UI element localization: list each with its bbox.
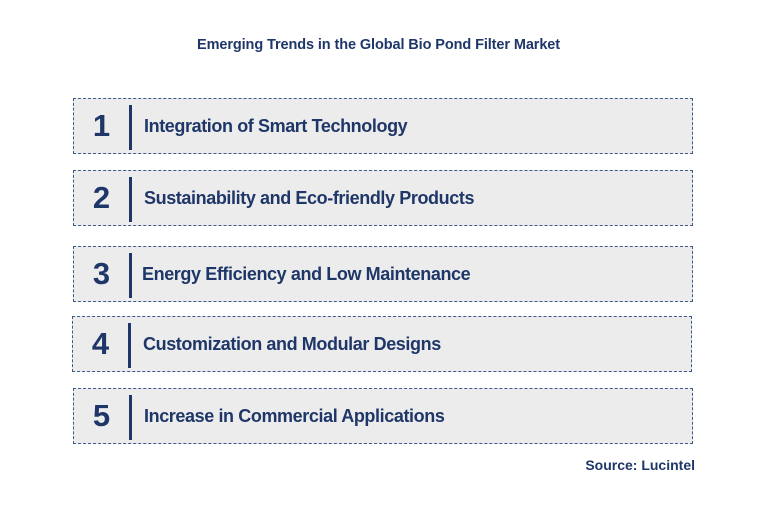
trend-divider <box>129 177 132 222</box>
trend-number: 1 <box>92 108 111 143</box>
trend-item-4: 4 Customization and Modular Designs <box>72 316 692 372</box>
trend-label: Integration of Smart Technology <box>144 115 408 136</box>
trend-label: Customization and Modular Designs <box>143 333 441 354</box>
trend-divider <box>128 323 131 368</box>
trend-item-3: 3 Energy Efficiency and Low Maintenance <box>73 246 693 302</box>
trend-divider <box>129 105 132 150</box>
trend-label: Energy Efficiency and Low Maintenance <box>142 263 471 284</box>
trend-item-5: 5 Increase in Commercial Applications <box>73 388 693 444</box>
trend-number: 3 <box>92 256 111 291</box>
trend-item-1: 1 Integration of Smart Technology <box>73 98 693 154</box>
diagram-title: Emerging Trends in the Global Bio Pond F… <box>197 37 560 53</box>
trend-item-2: 2 Sustainability and Eco-friendly Produc… <box>73 170 693 226</box>
trend-label: Sustainability and Eco-friendly Products <box>144 187 475 208</box>
trend-number: 4 <box>91 326 110 361</box>
trend-number: 2 <box>92 180 111 215</box>
trend-label: Increase in Commercial Applications <box>144 405 445 426</box>
trend-number: 5 <box>92 398 111 433</box>
source-note: Source: Lucintel <box>585 457 695 473</box>
trend-divider <box>129 253 132 298</box>
trend-divider <box>129 395 132 440</box>
